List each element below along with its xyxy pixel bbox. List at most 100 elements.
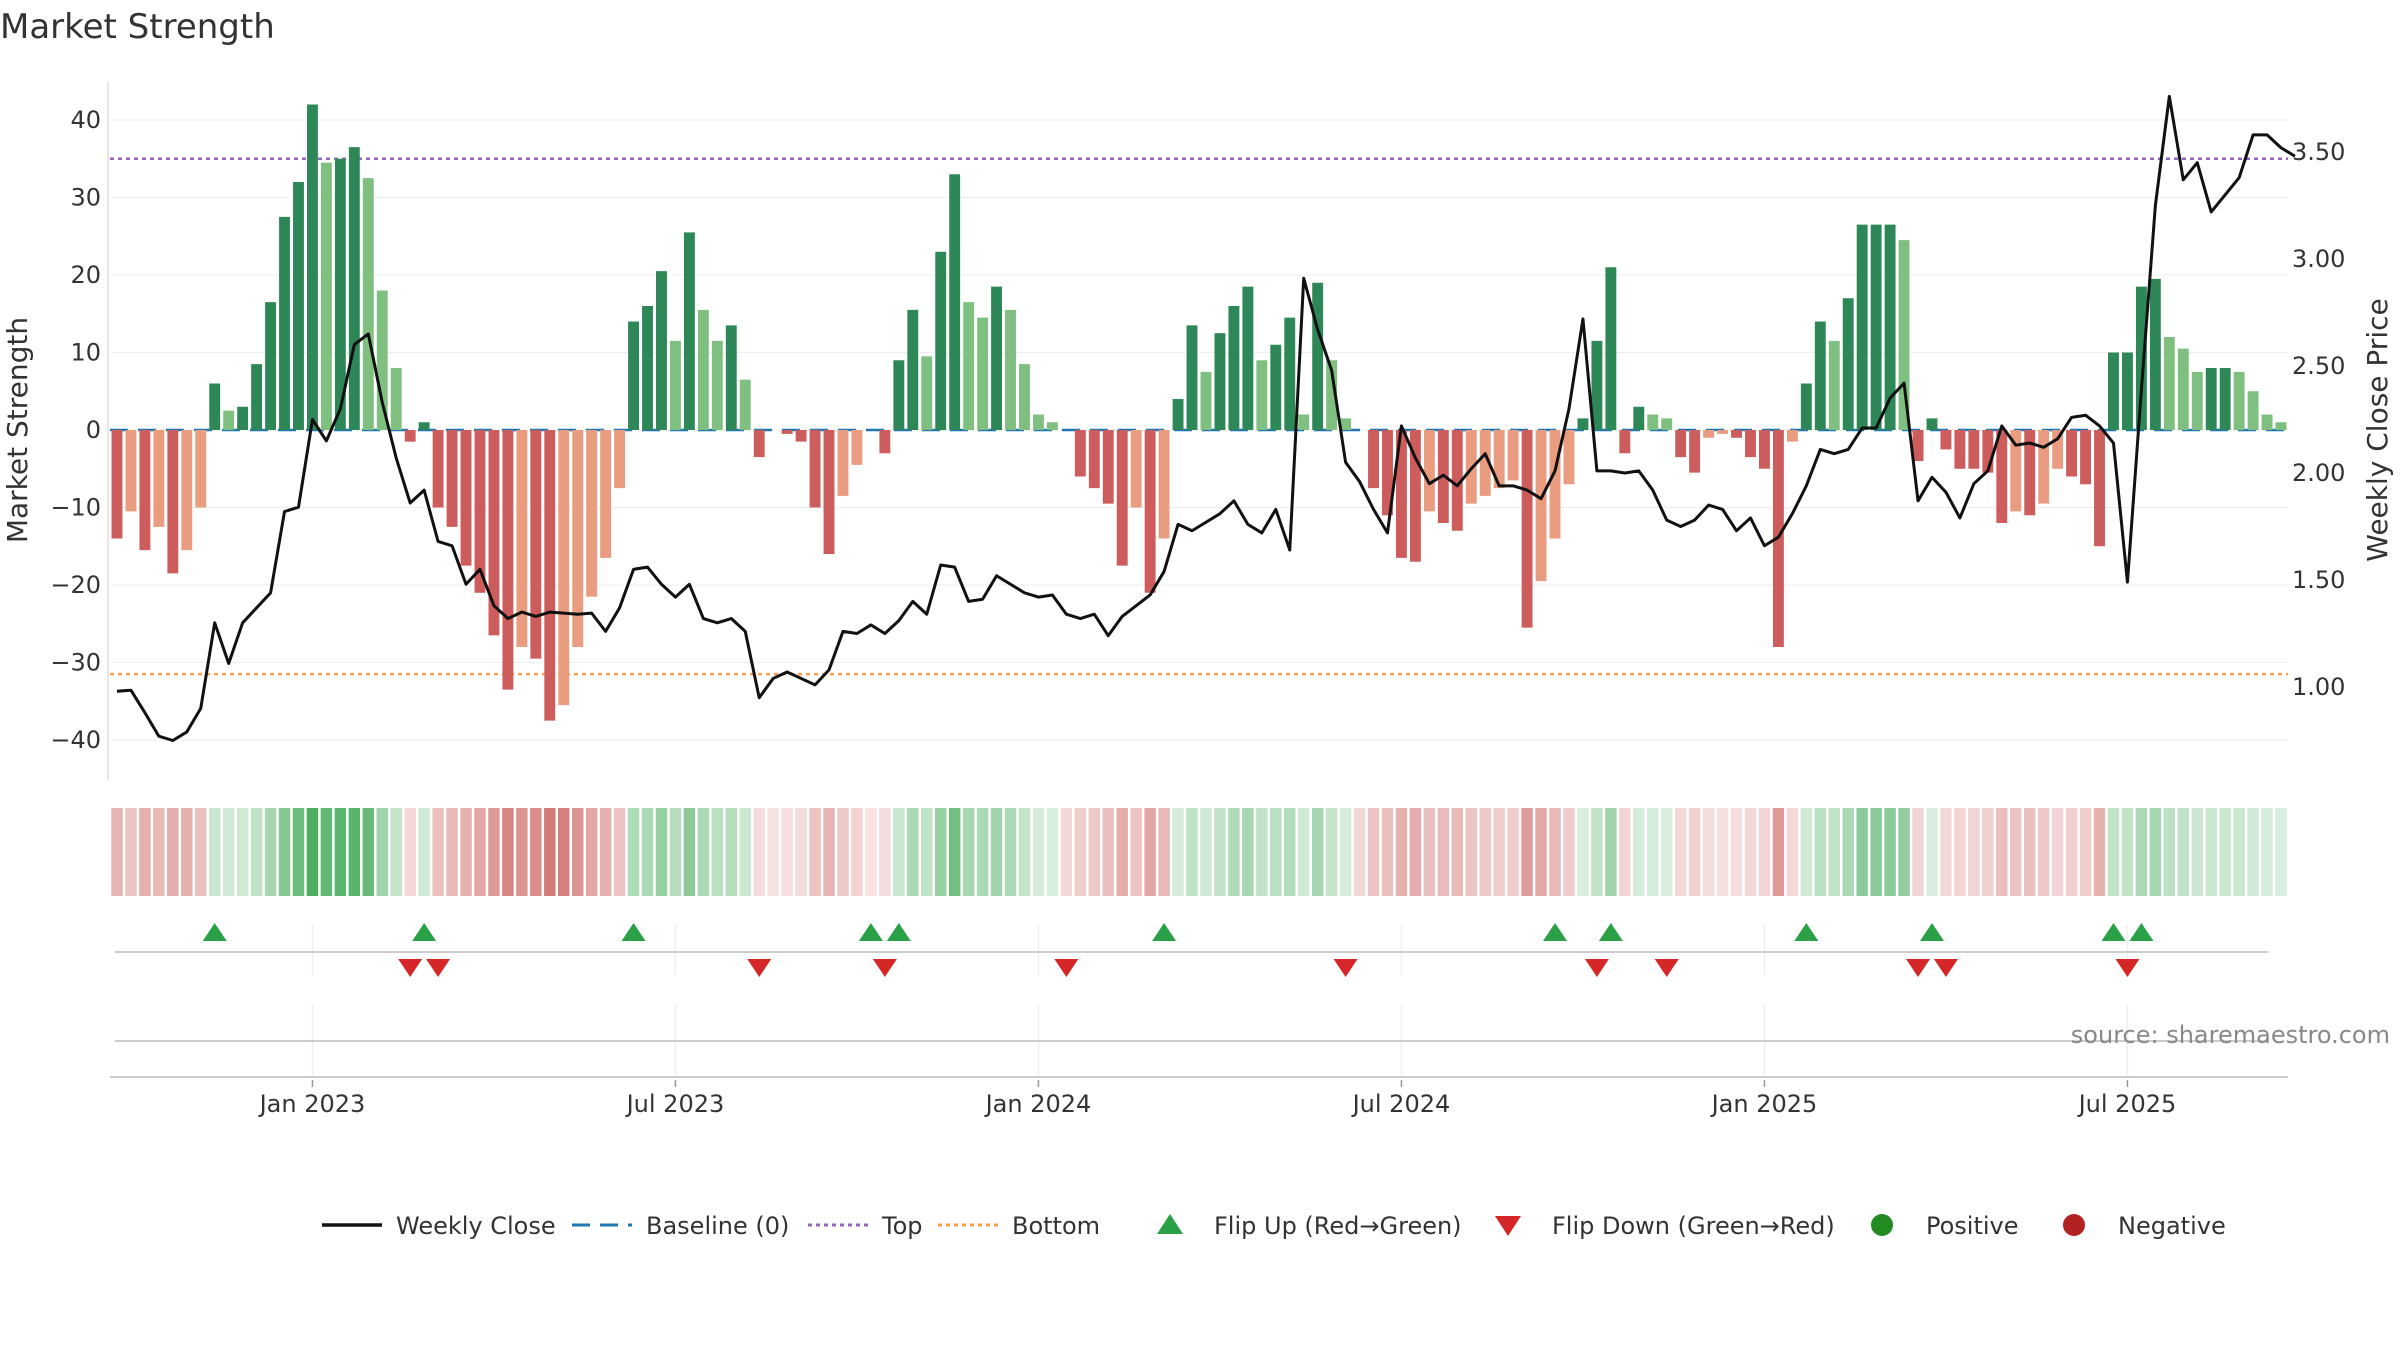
heat-band-cell — [990, 808, 1003, 896]
strength-bar — [1046, 422, 1058, 430]
strength-bar — [2038, 430, 2050, 504]
heat-band-cell — [1451, 808, 1464, 896]
strength-bar — [1256, 360, 1268, 430]
flip-up-marker — [2129, 923, 2154, 941]
strength-bar — [2066, 430, 2078, 477]
strength-bar — [1898, 240, 1910, 431]
heat-band-cell — [1130, 808, 1142, 896]
heat-band-cell — [2010, 808, 2022, 896]
left-tick-label: 40 — [70, 106, 101, 134]
heat-band-cell — [1074, 808, 1087, 896]
strength-bar — [711, 340, 723, 431]
heat-band-cell — [418, 808, 430, 896]
heat-band-cell — [1702, 808, 1715, 896]
heat-band-cell — [2135, 808, 2148, 896]
strength-bar — [991, 286, 1002, 431]
heat-band-cell — [111, 808, 123, 896]
strength-bar — [1996, 430, 2008, 523]
empty-panel — [110, 1040, 2288, 1078]
strength-bar — [1856, 224, 1868, 431]
heat-band-cell — [823, 808, 835, 896]
strength-bar — [251, 364, 263, 431]
legend-label: Weekly Close — [396, 1212, 556, 1240]
heat-band-cell — [1730, 808, 1743, 896]
heat-band-cell — [599, 808, 612, 896]
strength-bar — [614, 430, 626, 489]
strength-bar — [1549, 430, 1561, 539]
heat-band-cell — [2093, 808, 2106, 896]
strength-bar — [1689, 430, 1701, 473]
heat-band-cell — [1465, 808, 1477, 896]
heat-band-cell — [641, 808, 654, 896]
heat-band-cell — [1395, 808, 1408, 896]
strength-bar — [1717, 430, 1728, 434]
heat-band-cell — [1018, 808, 1031, 896]
strength-bar — [1968, 430, 1980, 469]
source-text: source: sharemaestro.com — [2071, 1021, 2390, 1049]
heat-band-cell — [1144, 808, 1156, 896]
heat-band-cell — [697, 808, 710, 896]
heat-band-cell — [236, 808, 249, 896]
strength-bar — [1786, 430, 1798, 442]
x-tick-label: Jul 2024 — [1351, 1090, 1451, 1118]
strength-bar — [2205, 368, 2217, 430]
legend-label: Baseline (0) — [646, 1212, 789, 1240]
heat-band-cell — [767, 808, 779, 896]
heat-band-cell — [781, 808, 793, 896]
heat-band-cell — [530, 808, 542, 896]
heat-band-cell — [376, 808, 388, 896]
strength-bar — [1340, 418, 1352, 431]
strength-bar — [1312, 282, 1324, 430]
strength-bar — [2122, 352, 2133, 430]
flip-up-marker — [1152, 923, 1177, 941]
strength-bar — [1242, 286, 1254, 431]
strength-bar — [893, 360, 905, 430]
strength-bar — [418, 422, 430, 430]
strength-bar — [1074, 430, 1086, 477]
heat-band-cell — [1744, 808, 1757, 896]
strength-bar — [1130, 430, 1142, 508]
strength-bar — [1940, 430, 1952, 450]
left-tick-label: −30 — [50, 649, 101, 677]
strength-bar — [237, 406, 249, 430]
heat-band-cell — [2275, 808, 2287, 896]
strength-bar — [2135, 286, 2147, 431]
heat-band-cell — [1032, 808, 1045, 896]
heat-band-cell — [1172, 808, 1184, 896]
flip-down-marker — [1584, 959, 1609, 977]
strength-bar — [320, 162, 332, 431]
flip-up-marker — [2101, 923, 2126, 941]
heat-band-cell — [1088, 808, 1101, 896]
x-tick-label: Jan 2023 — [258, 1090, 366, 1118]
strength-bar — [1005, 309, 1016, 431]
heat-band-cell — [921, 808, 933, 896]
strength-bar — [2149, 278, 2161, 431]
heat-band-cell — [125, 808, 137, 896]
heat-band-cell — [488, 808, 500, 896]
heat-band-cell — [2163, 808, 2176, 896]
x-tick-label: Jul 2023 — [625, 1090, 725, 1118]
strength-bar — [1088, 430, 1100, 489]
strength-bar — [949, 174, 961, 430]
strength-bar — [683, 232, 695, 431]
flip-down-marker — [747, 959, 772, 977]
legend-circle — [2063, 1214, 2085, 1236]
strength-bar — [2024, 430, 2036, 516]
heat-band-cell — [1800, 808, 1813, 896]
strength-bar — [1745, 430, 1756, 458]
strength-bar — [2261, 414, 2273, 430]
heat-band-cell — [306, 808, 319, 896]
heat-band-cell — [544, 808, 556, 896]
strength-bar — [935, 251, 947, 430]
legend: Weekly Close Baseline (0) Top Bottom Flip Up… — [322, 1212, 2226, 1240]
heat-band-cell — [879, 808, 891, 896]
strength-bar — [544, 430, 556, 721]
strength-bar — [279, 216, 290, 431]
legend-item: Negative — [2063, 1212, 2226, 1240]
heat-band-cell — [264, 808, 277, 896]
heat-band-cell — [2205, 808, 2217, 896]
heat-band-cell — [2121, 808, 2134, 896]
strength-bar — [2163, 337, 2175, 430]
heat-band-cell — [1842, 808, 1854, 896]
strength-bar — [446, 430, 458, 527]
